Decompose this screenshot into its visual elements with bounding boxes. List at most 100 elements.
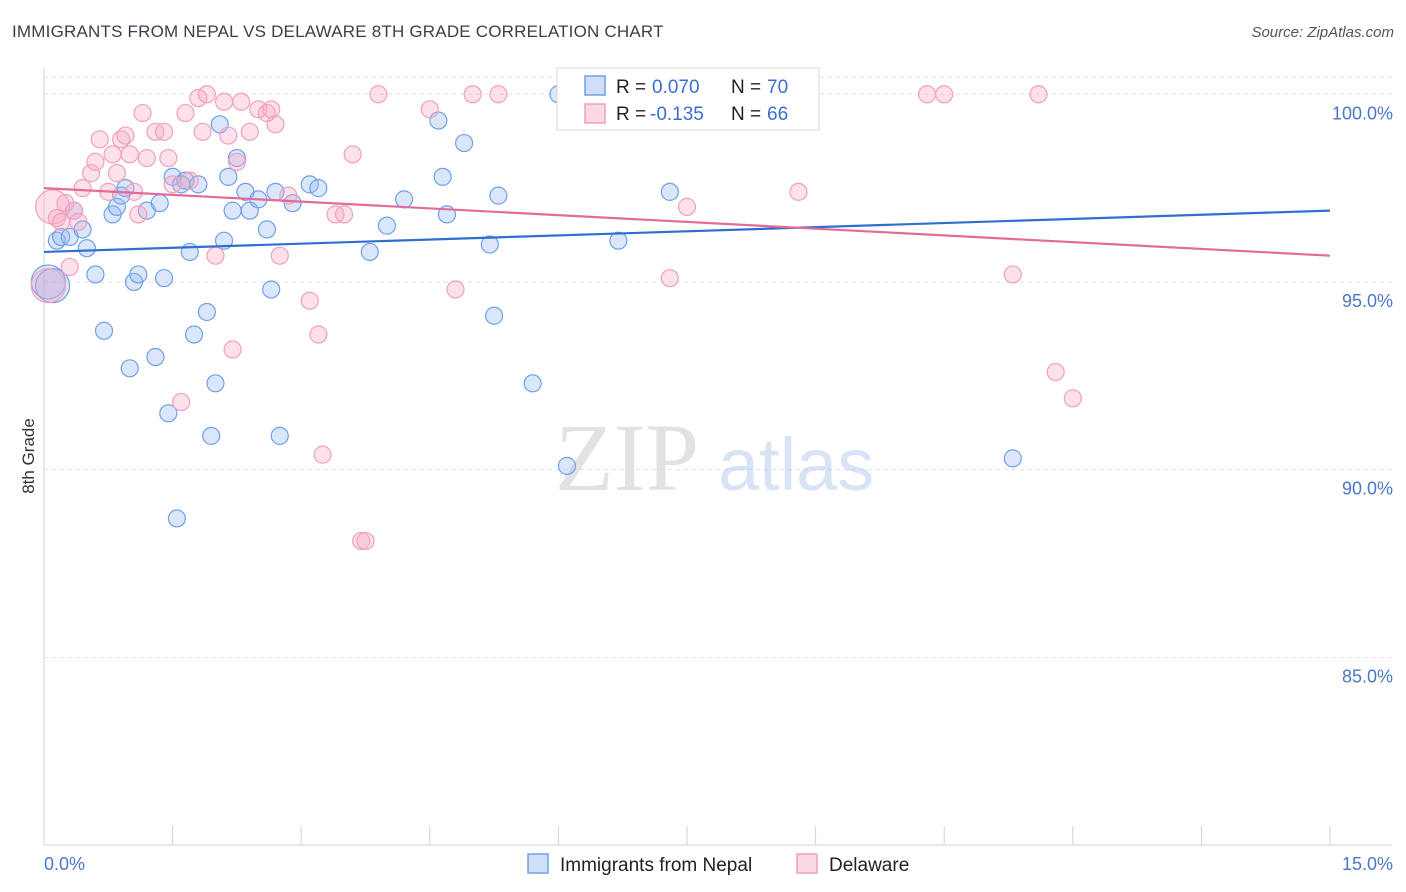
point-s1-55 <box>446 280 465 299</box>
series-1-points <box>30 85 1082 551</box>
point-s0-29 <box>197 302 216 322</box>
bottom-legend-label-delaware: Delaware <box>829 855 909 876</box>
point-s0-53 <box>454 133 474 153</box>
point-s0-16 <box>129 265 148 284</box>
point-s0-61 <box>660 182 679 201</box>
legend-n-label-2: N = <box>731 104 761 125</box>
point-s0-27 <box>184 325 204 344</box>
point-s0-31 <box>206 374 225 393</box>
point-s1-61 <box>917 85 937 104</box>
point-s1-25 <box>163 175 182 194</box>
point-s0-14 <box>120 359 139 378</box>
x-tick-label-min: 0.0% <box>44 854 85 874</box>
legend-n-value-1: 70 <box>767 77 788 98</box>
legend-r-value-2: -0.135 <box>650 104 704 125</box>
point-s1-50 <box>343 145 362 164</box>
point-s1-17 <box>120 145 139 164</box>
point-s1-47 <box>313 445 332 464</box>
legend-swatch-pink <box>584 103 606 124</box>
bottom-legend-swatch-blue <box>527 853 549 874</box>
point-s1-27 <box>176 103 195 123</box>
trend-line-1 <box>43 187 1331 257</box>
point-s1-11 <box>90 130 109 149</box>
point-s0-20 <box>154 269 174 288</box>
chart-source: Source: ZipAtlas.com <box>1251 24 1394 41</box>
y-tick-label-3: 100.0% <box>1332 103 1393 123</box>
point-s0-23 <box>167 509 186 528</box>
legend-swatch-blue <box>584 75 606 96</box>
point-s0-55 <box>485 306 504 325</box>
point-s0-35 <box>223 201 242 220</box>
point-s1-54 <box>420 100 439 119</box>
point-s1-42 <box>266 115 285 134</box>
point-s1-20 <box>133 103 152 123</box>
point-s1-5 <box>60 257 79 277</box>
point-s0-51 <box>433 167 452 186</box>
point-s1-38 <box>240 122 259 141</box>
y-tick-labels: 85.0% 90.0% 95.0% 100.0% <box>1332 103 1393 686</box>
point-s1-19 <box>129 205 148 224</box>
point-s0-7 <box>77 239 96 258</box>
trend-line-0 <box>43 209 1331 254</box>
point-s1-10 <box>86 152 105 171</box>
point-s0-47 <box>360 242 379 262</box>
point-s0-59 <box>557 456 577 475</box>
point-s0-30 <box>202 426 221 445</box>
point-s1-24 <box>159 148 178 168</box>
point-s1-66 <box>1063 389 1082 408</box>
point-s0-57 <box>523 374 542 393</box>
point-s1-28 <box>180 171 199 190</box>
point-s0-48 <box>377 216 397 235</box>
point-s1-14 <box>107 164 126 183</box>
point-s0-56 <box>489 186 508 205</box>
point-s0-34 <box>219 167 238 186</box>
point-s1-53 <box>369 85 388 104</box>
point-s1-57 <box>489 85 508 104</box>
y-tick-label-2: 95.0% <box>1342 291 1393 311</box>
point-s1-45 <box>300 291 319 310</box>
y-tick-label-0: 85.0% <box>1342 666 1393 686</box>
grid-lines <box>44 76 1392 658</box>
point-s1-41 <box>262 100 281 119</box>
y-axis-label: 8th Grade <box>19 418 38 494</box>
point-s0-62 <box>1003 449 1022 468</box>
point-s1-21 <box>137 148 156 168</box>
point-s1-65 <box>1046 362 1065 382</box>
axes <box>43 68 1392 846</box>
x-tick-label-max: 15.0% <box>1342 854 1393 874</box>
point-s0-60 <box>609 231 628 250</box>
legend-r-value-1: 0.070 <box>652 77 700 98</box>
point-s1-8 <box>73 179 92 198</box>
point-s1-63 <box>1003 265 1022 284</box>
y-tick-label-1: 90.0% <box>1342 479 1393 499</box>
trend-lines <box>43 187 1331 257</box>
point-s0-11 <box>107 197 126 216</box>
point-s1-37 <box>232 92 251 111</box>
point-s1-49 <box>334 205 354 224</box>
point-s1-6 <box>64 201 84 220</box>
legend-r-label-2: R = <box>616 104 646 125</box>
point-s0-41 <box>262 280 281 299</box>
point-s1-62 <box>935 85 954 104</box>
point-s1-59 <box>677 197 697 216</box>
point-s1-23 <box>154 122 174 141</box>
watermark-zip: ZIP <box>555 404 699 511</box>
point-s1-60 <box>789 182 808 201</box>
point-s0-19 <box>150 194 169 213</box>
point-s1-26 <box>172 392 191 412</box>
point-s1-46 <box>309 325 328 344</box>
point-s0-9 <box>94 321 114 340</box>
point-s1-58 <box>660 269 679 288</box>
bottom-legend-swatch-pink <box>796 853 818 874</box>
point-s1-64 <box>1029 85 1048 104</box>
chart-title: IMMIGRANTS FROM NEPAL VS DELAWARE 8TH GR… <box>12 22 664 41</box>
point-s1-52 <box>356 531 375 551</box>
point-s1-43 <box>270 246 289 265</box>
point-s1-9 <box>82 164 101 183</box>
point-s0-40 <box>257 220 277 239</box>
point-s1-13 <box>103 145 122 164</box>
point-s1-32 <box>206 246 225 265</box>
stats-legend: R = 0.070 N = 70 R = -0.135 N = 66 <box>556 67 820 131</box>
point-s0-21 <box>159 404 178 423</box>
